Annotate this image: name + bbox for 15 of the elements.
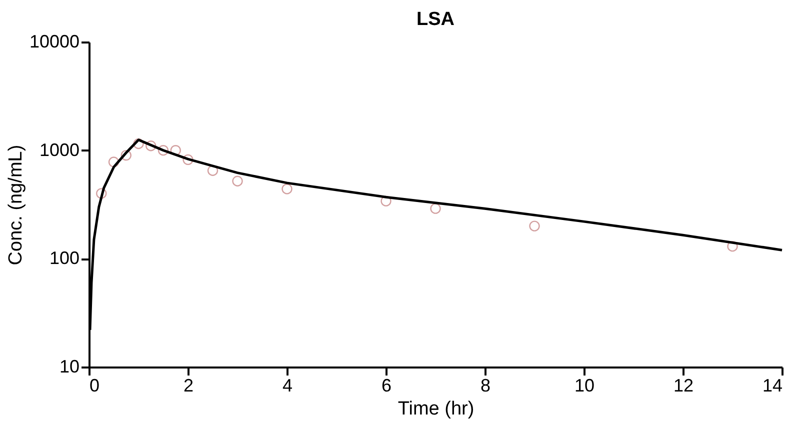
y-tick-label: 1000 <box>39 140 80 160</box>
y-tick-label: 10 <box>59 356 80 376</box>
x-tick-label: 10 <box>574 376 595 396</box>
x-tick-label: 8 <box>480 376 491 396</box>
x-tick-label: 2 <box>183 376 194 396</box>
x-axis-title: Time (hr) <box>398 398 474 420</box>
y-tick-label: 100 <box>49 248 80 268</box>
x-tick-label: 12 <box>673 376 694 396</box>
chart-title: LSA <box>416 9 455 30</box>
x-tick-label: 6 <box>381 376 392 396</box>
y-tick-label: 10000 <box>29 32 80 52</box>
y-axis-title: Conc. (ng/mL) <box>5 144 26 266</box>
x-tick-label: 0 <box>90 376 100 396</box>
x-tick-label: 14 <box>762 376 782 396</box>
x-tick-label: 4 <box>282 376 293 396</box>
